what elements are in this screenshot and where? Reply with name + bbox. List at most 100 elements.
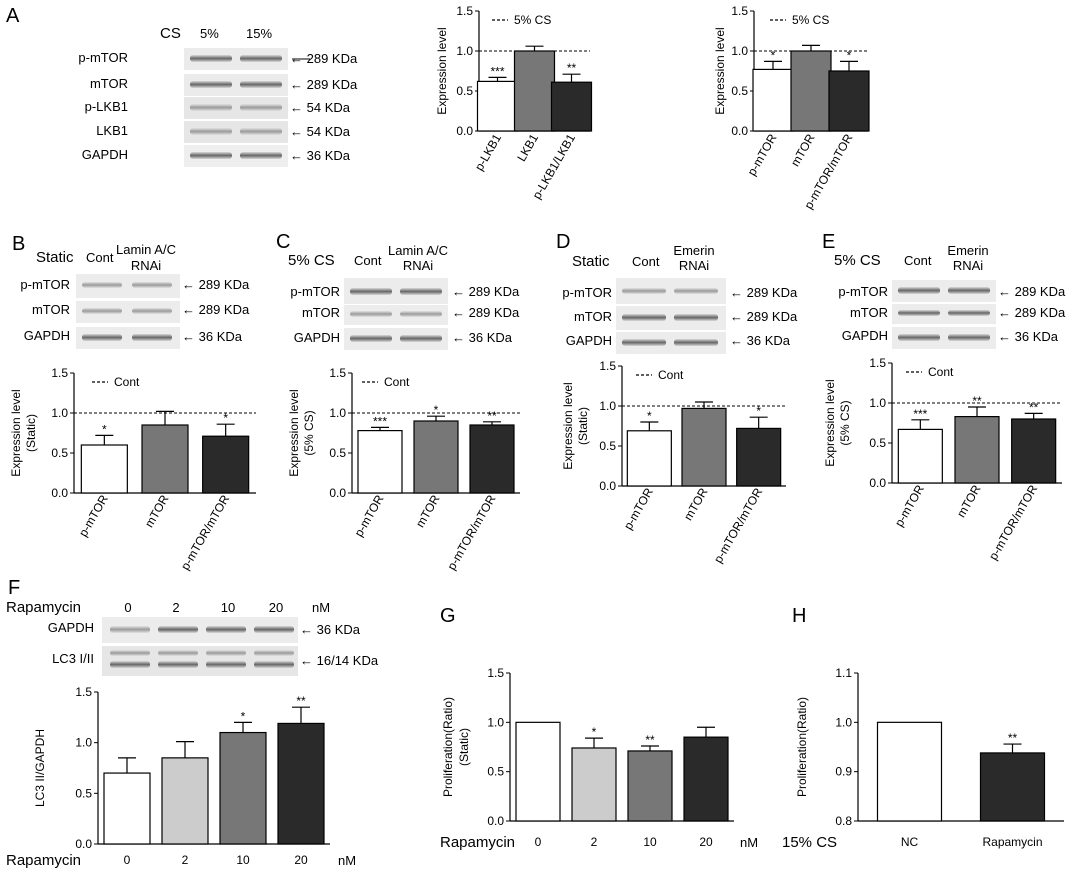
- blot-f-kda: ← 16/14 KDa: [300, 653, 379, 668]
- bar: [790, 50, 832, 132]
- y-tick-label: 0.5: [599, 439, 616, 453]
- bar: [103, 772, 151, 845]
- blot-band: [158, 661, 198, 668]
- blot-b-row: mTOR ← 289 KDa: [32, 301, 250, 323]
- x-tick-label: p-mTOR/mTOR: [986, 482, 1040, 562]
- blot-band: [132, 282, 172, 288]
- blot-band: [158, 626, 198, 633]
- blot-band: [254, 661, 294, 668]
- blot-d-kda: ← 36 KDa: [730, 333, 791, 348]
- blot-b: Static Cont Lamin A/C RNAi p-mTOR ← 289 …: [20, 242, 250, 349]
- blot-band: [190, 104, 232, 111]
- bar: [828, 70, 870, 132]
- y-tick-label: 1.0: [329, 406, 346, 420]
- bar: [476, 80, 519, 132]
- blot-b-kda: ← 36 KDa: [182, 329, 243, 344]
- x-tick-label: p-mTOR/mTOR: [178, 492, 232, 572]
- blot-a-strip: [184, 145, 288, 167]
- blot-band: [190, 128, 232, 135]
- y-tick-label: 1.5: [456, 4, 473, 18]
- blot-band: [350, 335, 392, 342]
- x-tick-label: 10: [643, 835, 657, 849]
- significance-marker: **: [1029, 400, 1039, 414]
- bar: [277, 722, 325, 845]
- blot-a-lane-5pct: 5%: [200, 26, 219, 41]
- blot-band: [400, 311, 442, 317]
- bar: [683, 736, 729, 822]
- chart-g: 0.0 0.5 1.0 1.5 Proliferation(Ratio) (Static)…: [440, 666, 758, 851]
- blot-d: Static Cont Emerin RNAi p-mTOR ← 289 KDa…: [562, 243, 798, 354]
- blot-c-row-label: GAPDH: [294, 330, 340, 345]
- blot-a-strip: [184, 97, 288, 119]
- blot-c-row: mTOR ← 289 KDa: [302, 305, 520, 325]
- bar: [736, 427, 782, 487]
- x-tick-label: p-mTOR/mTOR: [711, 485, 765, 565]
- significance-marker: **: [567, 61, 577, 75]
- y-tick-label: 1.0: [487, 715, 504, 729]
- x-tick-label: 20: [294, 853, 308, 867]
- legend-label: Cont: [114, 375, 140, 389]
- blot-band: [132, 308, 172, 314]
- y-tick-label: 1.5: [599, 359, 616, 373]
- blot-e-kda: ← 289 KDa: [998, 284, 1066, 299]
- blot-d-kda: ← 289 KDa: [730, 309, 798, 324]
- bar: [1011, 418, 1057, 484]
- blot-band: [190, 152, 232, 159]
- significance-marker: **: [1008, 731, 1018, 745]
- x-tick-label: NC: [901, 835, 919, 849]
- x-tick-label: p-mTOR: [621, 485, 656, 532]
- y-axis-label: Expression level: [823, 379, 837, 466]
- panel-label-a: A: [6, 5, 20, 27]
- x-axis-prefix: Rapamycin: [6, 852, 81, 869]
- x-tick-label: p-mTOR: [745, 131, 780, 178]
- panel-label-d: D: [556, 231, 570, 253]
- blot-band: [674, 339, 718, 346]
- y-tick-label: 0.0: [599, 479, 616, 493]
- y-tick-label: 0.0: [75, 837, 92, 851]
- blot-band: [110, 626, 150, 633]
- chart-b: 0.0 0.5 1.0 1.5 Expression level (Static) Cont…: [9, 366, 256, 572]
- blot-f-unit: nM: [312, 600, 330, 615]
- blot-f-row-label: GAPDH: [48, 620, 94, 635]
- chart-a1: 0.0 0.5 1.0 1.5 Expression level 5% CS *** p-LK…: [435, 4, 593, 201]
- y-axis-label: Expression level: [561, 382, 575, 469]
- y-axis-label: Expression level: [713, 27, 727, 114]
- y-tick-label: 0.0: [487, 814, 504, 828]
- blot-b-row-label: GAPDH: [24, 328, 70, 343]
- y-tick-label: 0.5: [456, 84, 473, 98]
- blot-f-dose-0: 0: [124, 600, 131, 615]
- significance-marker: **: [972, 394, 982, 408]
- y-tick-label: 1.5: [487, 666, 504, 680]
- blot-a-row: p-mTOR ← 289 KDa: [78, 48, 358, 70]
- y-tick-label: 0.5: [75, 786, 92, 800]
- significance-marker: *: [592, 725, 597, 739]
- significance-marker: **: [487, 409, 497, 423]
- blot-band: [622, 288, 666, 294]
- blot-c-kda: ← 289 KDa: [452, 305, 520, 320]
- y-tick-label: 1.0: [869, 396, 886, 410]
- y-tick-label: 1.0: [51, 406, 68, 420]
- x-tick-label: p-LKB1: [472, 131, 504, 173]
- blot-a-row-label: LKB1: [96, 123, 128, 138]
- y-tick-label: 0.0: [731, 124, 748, 138]
- legend-label: 5% CS: [514, 13, 551, 27]
- blot-band: [190, 81, 232, 88]
- bar: [219, 731, 267, 845]
- y-tick-label: 0.8: [835, 814, 852, 828]
- blot-f-row-label: LC3 I/II: [52, 651, 94, 666]
- y-tick-label: 1.1: [835, 666, 852, 680]
- blot-band: [240, 152, 282, 159]
- y-tick-label: 0.5: [731, 84, 748, 98]
- legend-label: Cont: [658, 368, 684, 382]
- y-axis-label: LC3 II/GAPDH: [33, 729, 47, 807]
- blot-band: [82, 308, 122, 314]
- blot-f-kda: ← 36 KDa: [300, 622, 361, 637]
- significance-marker: *: [102, 422, 107, 436]
- blot-c-condition: 5% CS: [288, 252, 335, 269]
- significance-marker: *: [756, 404, 761, 418]
- blot-a-row-label: GAPDH: [82, 147, 128, 162]
- y-tick-label: 0.0: [329, 486, 346, 500]
- blot-a-row: mTOR ← 289 KDa: [90, 74, 358, 96]
- blot-b-lane-rnai-1: Lamin A/C: [116, 242, 176, 257]
